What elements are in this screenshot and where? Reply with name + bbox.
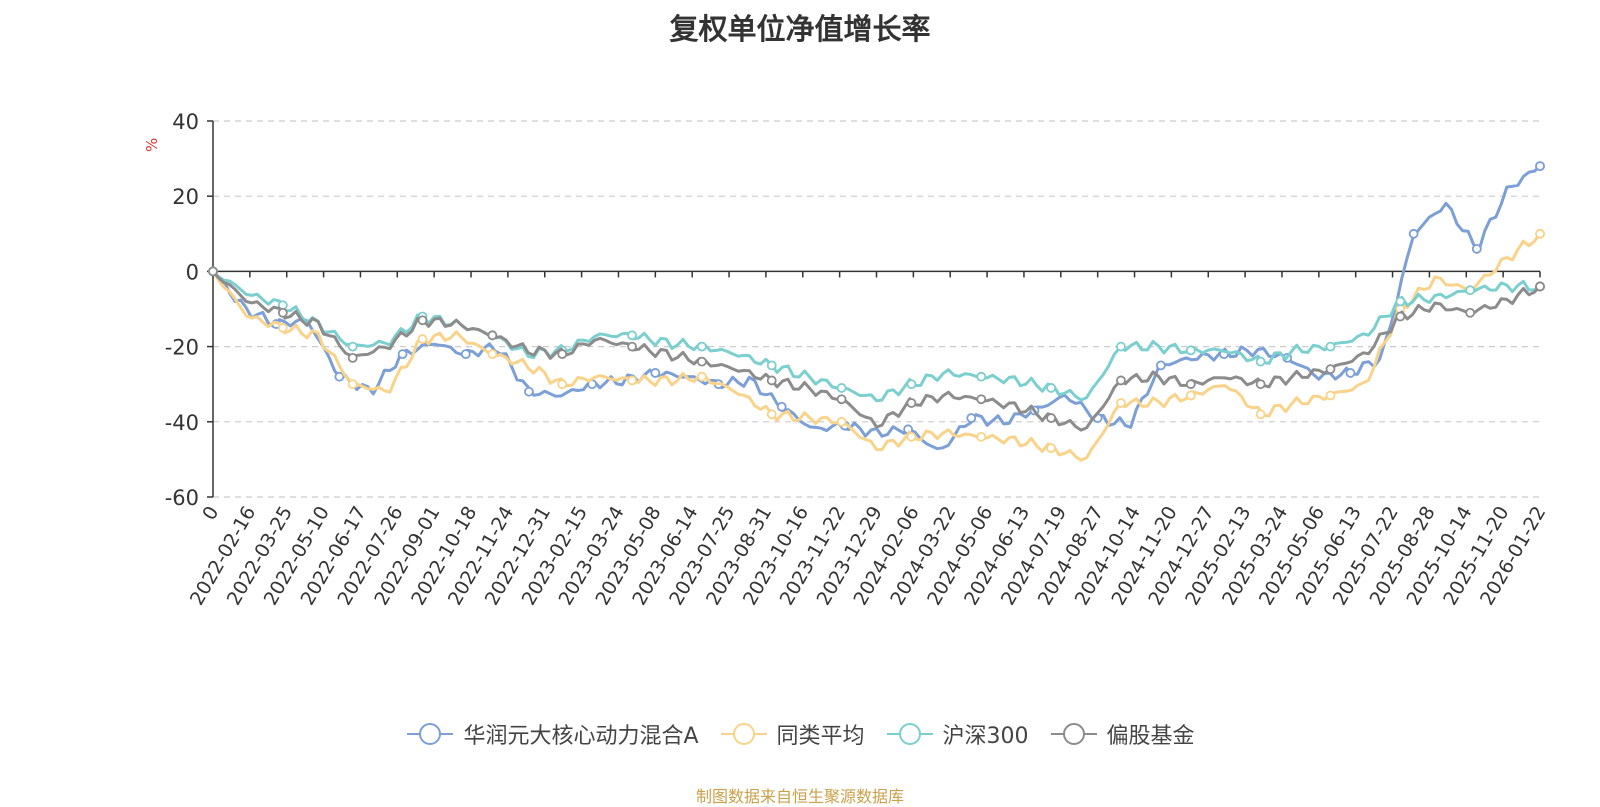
data-point xyxy=(1185,390,1196,401)
data-point xyxy=(524,386,534,397)
grid-lines xyxy=(213,120,1540,498)
data-point xyxy=(208,266,218,277)
data-point xyxy=(627,330,637,341)
chart-title: 复权单位净值增长率 xyxy=(669,12,931,46)
data-point xyxy=(1046,413,1057,423)
legend-item[interactable]: 沪深300 xyxy=(885,718,1029,750)
data-point xyxy=(1325,364,1336,375)
legend-marker xyxy=(1050,723,1097,745)
data-point xyxy=(1116,341,1126,352)
data-point xyxy=(696,341,707,352)
data-point xyxy=(277,322,288,333)
data-point xyxy=(696,356,707,367)
data-point xyxy=(836,416,847,427)
legend: 华润元大核心动力混合A 同类平均 沪深300 偏股基金 xyxy=(0,718,1600,750)
data-point xyxy=(347,341,358,352)
data-point xyxy=(776,401,787,412)
data-point xyxy=(696,371,707,382)
axes: 40200-20-40-6002022-02-162022-03-252022-… xyxy=(165,110,1551,609)
data-point xyxy=(1535,228,1545,239)
data-point xyxy=(1116,398,1126,408)
data-point xyxy=(1046,443,1057,454)
y-tick-label: -40 xyxy=(165,411,199,435)
series-line xyxy=(211,270,1542,432)
data-point xyxy=(417,315,428,326)
data-point xyxy=(1408,228,1419,239)
series-line xyxy=(211,270,1541,403)
data-point xyxy=(836,383,847,393)
data-point xyxy=(1185,345,1196,356)
data-point xyxy=(487,349,498,360)
data-point xyxy=(976,371,987,382)
data-point xyxy=(906,398,917,408)
data-point xyxy=(976,431,987,442)
legend-label: 华润元大核心动力混合A xyxy=(463,724,699,749)
data-point xyxy=(417,334,428,344)
data-source-note: 制图数据来自恒生聚源数据库 xyxy=(695,787,904,806)
series-lines xyxy=(208,161,1545,462)
data-point xyxy=(1255,356,1266,367)
data-point xyxy=(906,431,917,442)
series-line xyxy=(211,164,1542,451)
data-point xyxy=(1255,409,1266,420)
legend-marker xyxy=(886,723,933,745)
legend-item[interactable]: 华润元大核心动力混合A xyxy=(405,718,699,750)
data-point xyxy=(1155,360,1166,371)
data-point xyxy=(766,409,777,420)
data-point xyxy=(487,330,498,341)
data-point xyxy=(460,349,471,360)
data-point xyxy=(1395,311,1406,322)
y-tick-label: -20 xyxy=(165,336,199,360)
data-point xyxy=(966,413,977,423)
data-point xyxy=(1255,379,1266,390)
legend-marker xyxy=(407,723,454,745)
data-point xyxy=(557,349,568,360)
data-point xyxy=(347,352,358,363)
data-point xyxy=(1535,281,1545,292)
legend-label: 同类平均 xyxy=(776,724,865,749)
data-point xyxy=(766,360,777,371)
data-point xyxy=(1465,285,1476,296)
data-point xyxy=(334,371,345,382)
legend-label: 沪深300 xyxy=(942,724,1029,749)
data-point xyxy=(1465,307,1476,318)
x-tick-label: 0 xyxy=(198,503,223,524)
y-tick-label: 20 xyxy=(172,185,199,209)
data-point xyxy=(1046,383,1057,393)
data-point xyxy=(976,394,987,405)
legend-item[interactable]: 同类平均 xyxy=(719,718,865,750)
data-point xyxy=(1325,390,1336,401)
data-point xyxy=(1325,341,1336,352)
y-tick-label: 40 xyxy=(172,110,199,134)
legend-marker xyxy=(720,723,767,745)
data-point xyxy=(627,375,637,386)
line-chart: 40200-20-40-6002022-02-162022-03-252022-… xyxy=(165,110,1551,609)
data-point xyxy=(1185,379,1196,390)
data-point xyxy=(1345,368,1356,378)
data-point xyxy=(1116,375,1126,386)
series-line xyxy=(211,232,1542,462)
data-point xyxy=(906,379,917,390)
y-tick-label: -60 xyxy=(165,486,199,510)
data-point xyxy=(277,307,288,318)
y-tick-label: 0 xyxy=(186,260,199,284)
data-point xyxy=(1535,161,1545,172)
data-point xyxy=(1395,296,1406,307)
data-point xyxy=(650,368,661,378)
data-point xyxy=(766,375,777,386)
legend-item[interactable]: 偏股基金 xyxy=(1049,718,1195,750)
data-point xyxy=(836,394,847,405)
data-point xyxy=(627,341,637,352)
data-point xyxy=(1471,243,1482,254)
data-point xyxy=(557,379,568,390)
data-point xyxy=(347,379,358,390)
data-point xyxy=(397,349,408,360)
legend-label: 偏股基金 xyxy=(1106,724,1195,749)
